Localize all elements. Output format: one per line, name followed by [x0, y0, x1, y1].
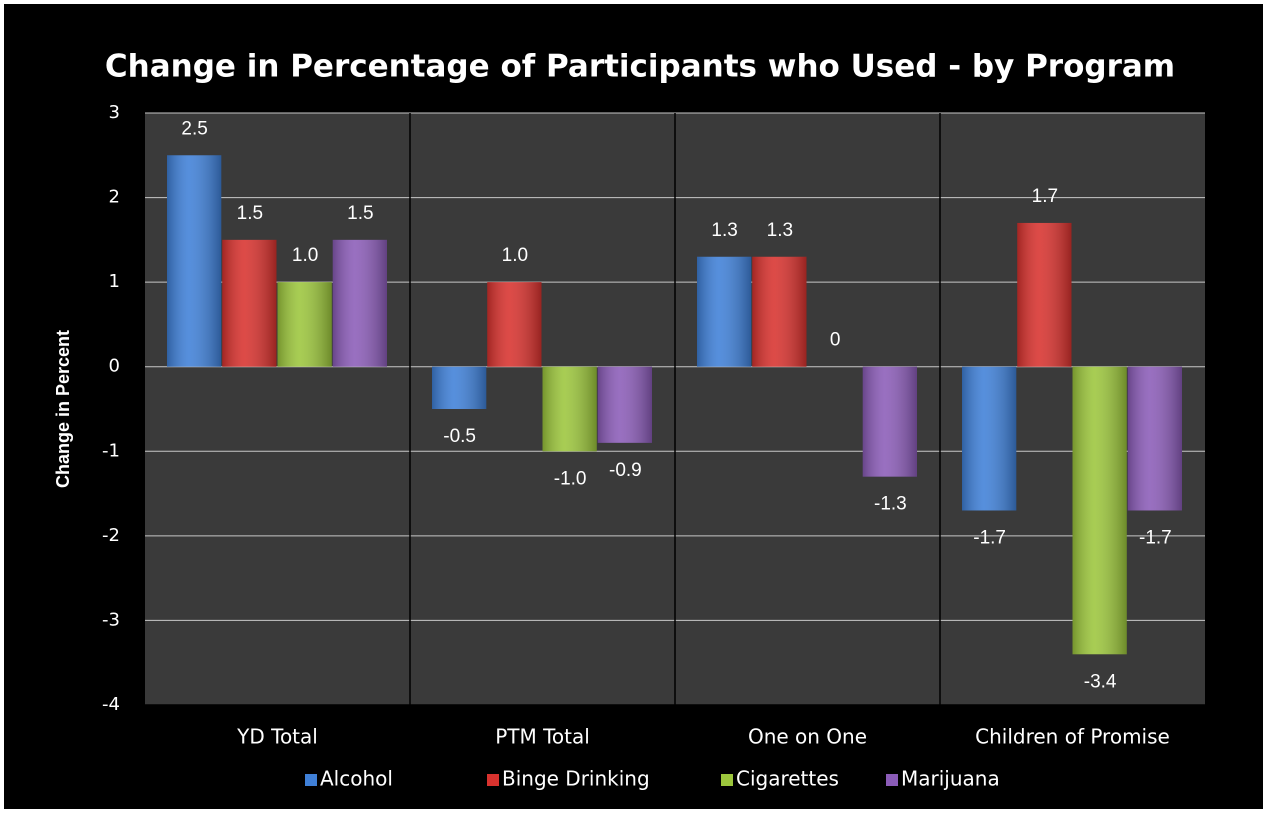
bar-shading [1017, 222, 1072, 367]
x-tick-label: YD Total [236, 725, 318, 749]
y-tick-label: 0 [109, 356, 120, 377]
bar-shading [277, 282, 332, 367]
legend-label: Alcohol [320, 767, 393, 791]
data-label: 1.7 [1032, 186, 1058, 207]
x-tick-label: Children of Promise [975, 725, 1170, 749]
data-label: 0 [830, 330, 841, 351]
x-tick-label: PTM Total [495, 725, 590, 749]
x-tick-label: One on One [748, 725, 867, 749]
bar-shading [962, 366, 1017, 511]
bar-shading [332, 239, 387, 367]
data-label: 2.5 [181, 118, 207, 139]
y-tick-label: -1 [102, 440, 120, 461]
legend-label: Marijuana [901, 767, 1000, 791]
bar-shading [697, 256, 752, 367]
data-label: -1.7 [973, 528, 1006, 549]
legend-label: Cigarettes [736, 767, 839, 791]
y-tick-label: 1 [109, 271, 120, 292]
y-axis-label: Change in Percent [53, 330, 73, 488]
data-label: -0.5 [443, 426, 476, 447]
data-label: -1.3 [874, 494, 907, 515]
data-label: 1.0 [292, 245, 318, 266]
y-tick-label: -3 [102, 609, 120, 630]
bar-shading [597, 366, 652, 443]
data-label: 1.3 [767, 220, 793, 241]
y-tick-label: -4 [102, 694, 120, 715]
bar-shading [1127, 366, 1182, 511]
legend-marker [487, 774, 499, 786]
bar-shading [1072, 366, 1127, 655]
bar-shading [222, 239, 277, 367]
legend-marker [886, 774, 898, 786]
y-tick-label: -2 [102, 525, 120, 546]
bar-shading [862, 366, 917, 477]
y-tick-label: 2 [109, 187, 120, 208]
bar-shading [167, 155, 222, 367]
data-label: 1.5 [237, 203, 263, 224]
y-tick-label: 3 [109, 102, 120, 123]
bar-shading [542, 366, 597, 452]
data-label: 1.5 [347, 203, 373, 224]
chart-title: Change in Percentage of Participants who… [105, 49, 1175, 85]
legend-marker [305, 774, 317, 786]
legend-label: Binge Drinking [502, 767, 650, 791]
data-label: -3.4 [1084, 671, 1117, 692]
data-label: -0.9 [609, 460, 642, 481]
data-label: 1.0 [502, 245, 528, 266]
data-label: -1.7 [1139, 528, 1172, 549]
bar-shading [752, 256, 807, 367]
data-label: -1.0 [554, 468, 587, 489]
bar-shading [487, 282, 542, 367]
data-label: 1.3 [711, 220, 737, 241]
bar-shading [432, 366, 487, 409]
legend-marker [721, 774, 733, 786]
